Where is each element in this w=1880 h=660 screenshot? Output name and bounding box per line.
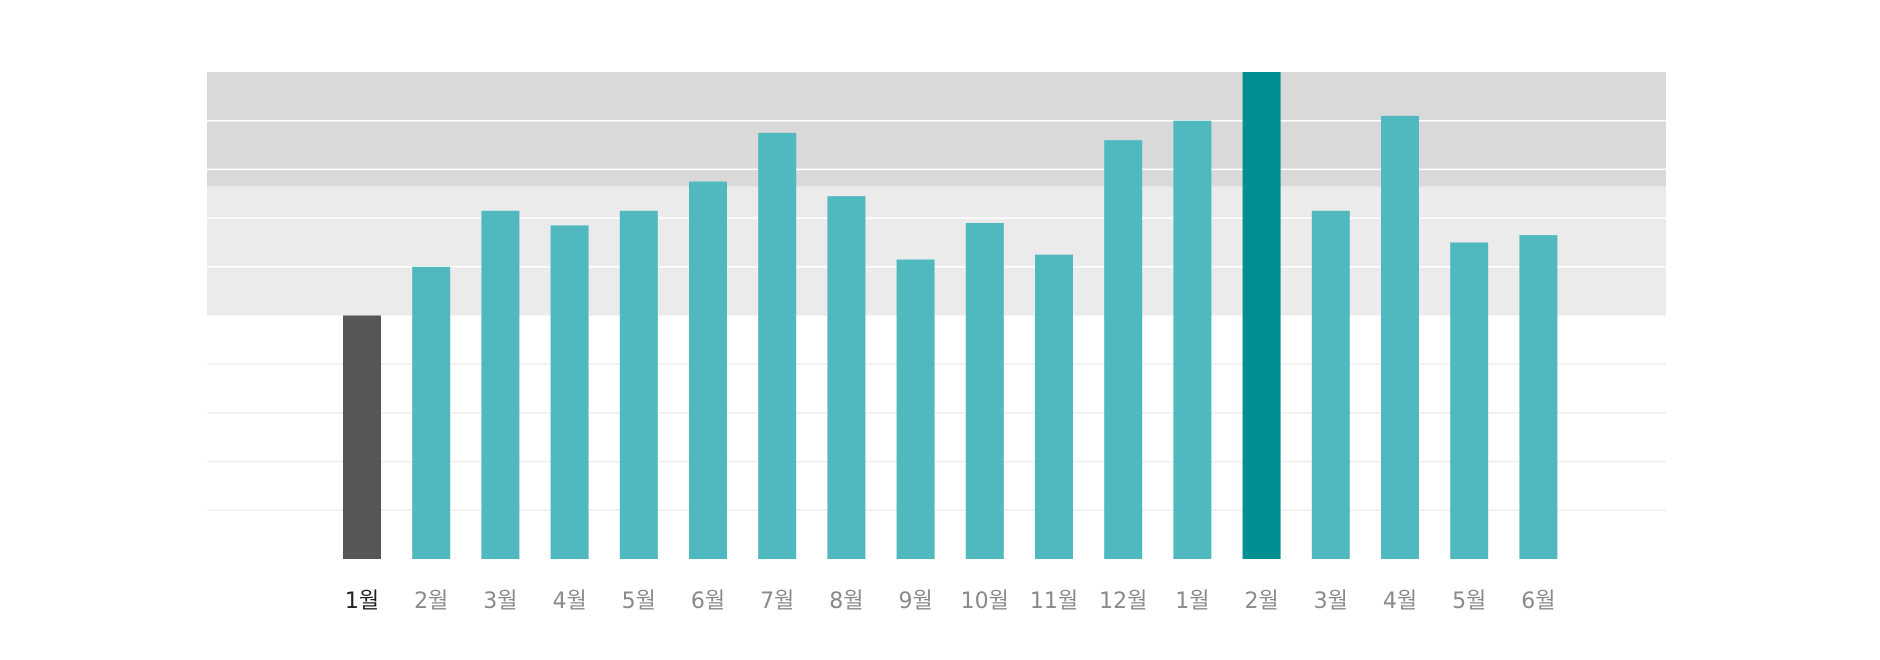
bar-9 bbox=[965, 222, 1004, 559]
bar-16 bbox=[1450, 242, 1489, 559]
bar-6 bbox=[758, 132, 797, 559]
x-tick-label-3: 4월 bbox=[552, 589, 586, 614]
bar-2 bbox=[481, 210, 520, 560]
x-tick-label-8: 9월 bbox=[898, 589, 932, 614]
x-tick-label-2: 3월 bbox=[483, 589, 517, 614]
x-tick-label-11: 12월 bbox=[1099, 589, 1147, 614]
x-tick-label-14: 3월 bbox=[1314, 589, 1348, 614]
bar-15 bbox=[1381, 115, 1419, 559]
x-tick-label-7: 8월 bbox=[829, 589, 863, 614]
x-tick-label-6: 7월 bbox=[760, 589, 794, 614]
bar-1 bbox=[412, 266, 451, 559]
x-axis-tick-labels: 1월 2월 3월 4월 5월 6월 7월 8월 9월 10월 11월 12월 1월 2월 3월 4월 5월 6월 bbox=[345, 589, 1556, 614]
bar-5 bbox=[689, 181, 727, 559]
bar-14 bbox=[1311, 210, 1350, 560]
x-tick-label-10: 11월 bbox=[1030, 589, 1078, 614]
bar-3 bbox=[550, 225, 589, 559]
bar-4 bbox=[619, 210, 658, 560]
bar-13 bbox=[1242, 72, 1281, 559]
bar-7 bbox=[827, 196, 866, 559]
bars bbox=[343, 72, 1558, 560]
highlight-band-1 bbox=[207, 72, 1666, 187]
x-tick-label-9: 10월 bbox=[961, 589, 1009, 614]
bar-8 bbox=[896, 259, 935, 559]
x-tick-label-5: 6월 bbox=[691, 589, 725, 614]
x-tick-label-12: 1월 bbox=[1175, 589, 1209, 614]
bar-12 bbox=[1173, 120, 1212, 559]
x-tick-label-15: 4월 bbox=[1383, 589, 1417, 614]
bar-10 bbox=[1035, 254, 1073, 559]
x-tick-label-13: 2월 bbox=[1244, 589, 1278, 614]
bar-11 bbox=[1104, 140, 1143, 559]
x-tick-label-4: 5월 bbox=[622, 589, 656, 614]
x-tick-label-17: 6월 bbox=[1521, 589, 1555, 614]
bar-17 bbox=[1519, 235, 1558, 559]
x-tick-label-16: 5월 bbox=[1452, 589, 1486, 614]
bar-0 bbox=[343, 315, 381, 559]
x-tick-label-0: 1월 bbox=[345, 589, 379, 614]
x-tick-label-1: 2월 bbox=[414, 589, 448, 614]
